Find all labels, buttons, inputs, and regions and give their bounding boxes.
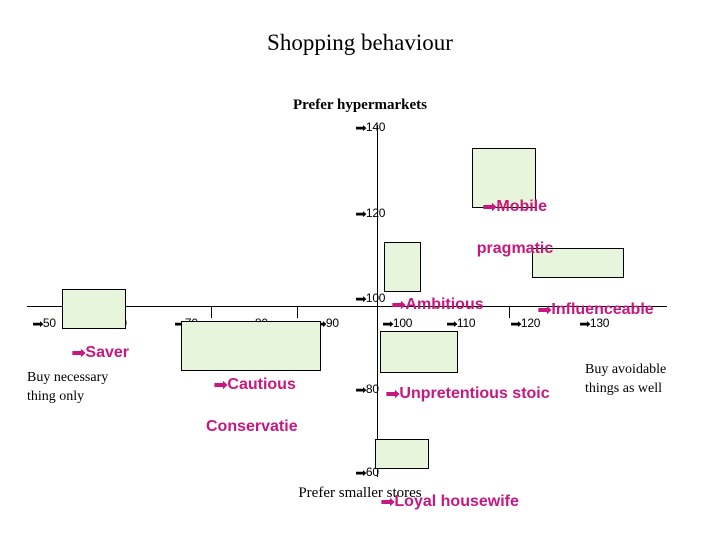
label-backdrop [532,248,624,278]
x-tick-text: 130 [589,316,610,330]
y-tick-text: 140 [365,120,386,134]
arrow-icon: ➡ [382,317,394,331]
arrow-icon: ➡ [579,317,591,331]
arrow-icon: ➡ [385,384,401,403]
y-tick-label-100: ➡100 [355,291,386,306]
data-label-text: Ambitious [405,296,484,313]
y-tick-text: 80 [365,382,379,396]
x-tick-label-50: ➡50 [32,316,56,331]
y-tick-stub [377,125,378,133]
data-label-line1: ➡Mobile [455,195,575,217]
x-tick-text: 50 [42,316,56,330]
x-tick-text: 120 [520,316,541,330]
label-backdrop [472,148,536,208]
arrow-icon: ➡ [355,383,367,397]
y-tick-text: 120 [365,206,386,220]
arrow-icon: ➡ [174,317,186,331]
x-tick-stub [509,306,510,318]
arrow-icon: ➡ [446,317,458,331]
data-label-line1: ➡Ambitious [391,293,484,315]
label-backdrop [181,321,321,371]
y-tick-label-140: ➡140 [355,120,386,135]
arrow-icon: ➡ [315,317,327,331]
data-label-text: Unpretentious stoic [399,385,550,402]
data-label-line1: ➡Unpretentious stoic [385,382,550,404]
data-label-unpretentious-stoic[interactable]: ➡Unpretentious stoic [380,331,550,425]
arrow-icon: ➡ [482,197,498,216]
axis-caption-right: Buy avoidable things as well [585,362,667,396]
label-backdrop [384,242,421,292]
arrow-icon: ➡ [32,317,44,331]
arrow-icon: ➡ [355,466,367,480]
data-label-line2: Conservatie [206,418,298,435]
page-title: Shopping behaviour [267,30,453,55]
data-label-saver[interactable]: ➡Saver [62,289,129,384]
data-label-line2: pragmatic [476,240,554,257]
data-label-influenceable[interactable]: ➡Influenceable [532,248,654,341]
axis-caption-top: Prefer hypermarkets [293,97,427,113]
data-label-line1: ➡Cautious [213,373,354,395]
data-label-cautious-conservatie[interactable]: ➡Cautious Conservatie [181,321,354,458]
arrow-icon: ➡ [391,295,407,314]
y-tick-label-80: ➡80 [355,382,379,397]
label-backdrop [380,331,458,373]
arrow-icon: ➡ [71,343,87,362]
data-label-text: Saver [85,344,129,361]
data-label-ambitious[interactable]: ➡Ambitious [384,242,484,336]
arrow-icon: ➡ [355,207,367,221]
x-tick-text: 90 [325,316,339,330]
x-tick-stub [297,306,298,318]
x-tick-label-120: ➡120 [510,316,541,331]
y-axis-line [377,125,378,477]
x-tick-label-100: ➡100 [382,316,413,331]
arrow-icon: ➡ [510,317,522,331]
axis-caption-bottom: Prefer smaller stores [298,485,422,501]
data-label-text: Cautious [227,376,296,393]
arrow-icon: ➡ [355,292,367,306]
data-label-line1: ➡Loyal housewife [380,490,519,512]
label-backdrop [62,289,126,329]
y-tick-text: 100 [365,291,386,305]
arrow-icon: ➡ [537,300,553,319]
data-label-text: Mobile [496,198,548,215]
x-tick-label-110: ➡110 [446,316,476,331]
label-backdrop [375,439,429,469]
arrow-icon: ➡ [355,121,367,135]
x-axis-line [27,306,667,307]
x-tick-label-130: ➡130 [579,316,610,331]
y-tick-label-120: ➡120 [355,206,386,221]
data-label-mobile-pragmatic[interactable]: ➡Mobile pragmatic [455,148,575,280]
data-label-text: Influenceable [551,301,654,318]
arrow-icon: ➡ [380,492,396,511]
x-tick-text: 110 [456,316,476,330]
x-tick-text: 100 [392,316,413,330]
data-label-loyal-housewife[interactable]: ➡Loyal housewife [375,439,519,533]
data-label-line1: ➡Influenceable [537,298,654,320]
data-label-text: Loyal housewife [394,493,519,510]
x-tick-stub [211,306,212,318]
axis-caption-left: Buy necessary thing only [27,370,109,404]
arrow-icon: ➡ [213,375,229,394]
x-tick-label-90: ➡90 [315,316,339,331]
data-label-line1: ➡Saver [71,341,129,363]
